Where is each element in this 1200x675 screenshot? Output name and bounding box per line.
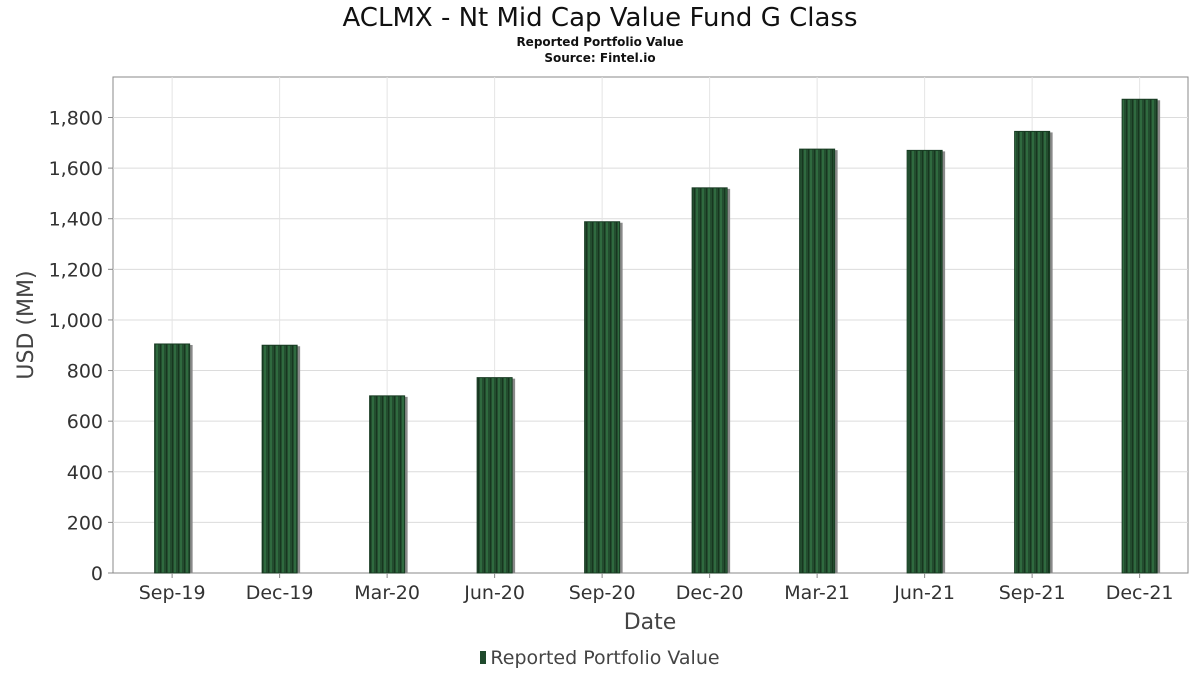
y-tick-label: 800 xyxy=(67,361,103,383)
y-tick-label: 200 xyxy=(67,512,103,534)
bar xyxy=(1014,130,1051,574)
x-tick-label: Dec-19 xyxy=(246,582,314,604)
bar xyxy=(691,187,728,574)
y-tick-label: 1,800 xyxy=(49,107,103,129)
y-tick-label: 600 xyxy=(67,411,103,433)
bar xyxy=(476,377,513,574)
x-tick-label: Sep-21 xyxy=(999,582,1066,604)
x-tick-label: Mar-21 xyxy=(784,582,850,604)
x-tick-label: Dec-21 xyxy=(1106,582,1174,604)
y-tick-label: 1,600 xyxy=(49,158,103,180)
x-tick-label: Mar-20 xyxy=(354,582,420,604)
bar xyxy=(1121,98,1158,574)
chart-title: ACLMX - Nt Mid Cap Value Fund G Class xyxy=(342,3,858,33)
y-tick-label: 1,400 xyxy=(49,209,103,231)
bars xyxy=(154,98,1161,574)
chart-subtitle-line-1: Reported Portfolio Value xyxy=(516,35,684,49)
bar xyxy=(261,344,298,574)
legend: Reported Portfolio Value xyxy=(0,647,1200,669)
x-tick-label: Sep-20 xyxy=(569,582,636,604)
legend-swatch xyxy=(480,651,487,664)
y-tick-label: 1,000 xyxy=(49,310,103,332)
x-tick-label: Sep-19 xyxy=(139,582,206,604)
bar xyxy=(799,148,836,574)
x-tick-label: Jun-20 xyxy=(463,582,525,604)
y-axis-title: USD (MM) xyxy=(14,270,39,379)
legend-label: Reported Portfolio Value xyxy=(490,647,720,669)
y-axis-ticks: 0 200 400 600 800 1,000 1,200 1,400 1,600 1,800 xyxy=(49,107,113,585)
y-tick-label: 0 xyxy=(91,563,103,585)
bar xyxy=(154,343,191,574)
chart-subtitle-line-2: Source: Fintel.io xyxy=(544,51,656,65)
chart-header: ACLMX - Nt Mid Cap Value Fund G Class Re… xyxy=(0,2,1200,66)
x-tick-label: Dec-20 xyxy=(676,582,744,604)
x-tick-label: Jun-21 xyxy=(893,582,955,604)
bar xyxy=(584,221,621,574)
x-axis-ticks: Sep-19 Dec-19 Mar-20 Jun-20 Sep-20 Dec-20 Mar-… xyxy=(139,573,1174,604)
y-tick-label: 1,200 xyxy=(49,259,103,281)
bar xyxy=(906,149,943,574)
y-tick-label: 400 xyxy=(67,462,103,484)
x-axis-title: Date xyxy=(624,610,677,635)
bar xyxy=(369,395,406,574)
